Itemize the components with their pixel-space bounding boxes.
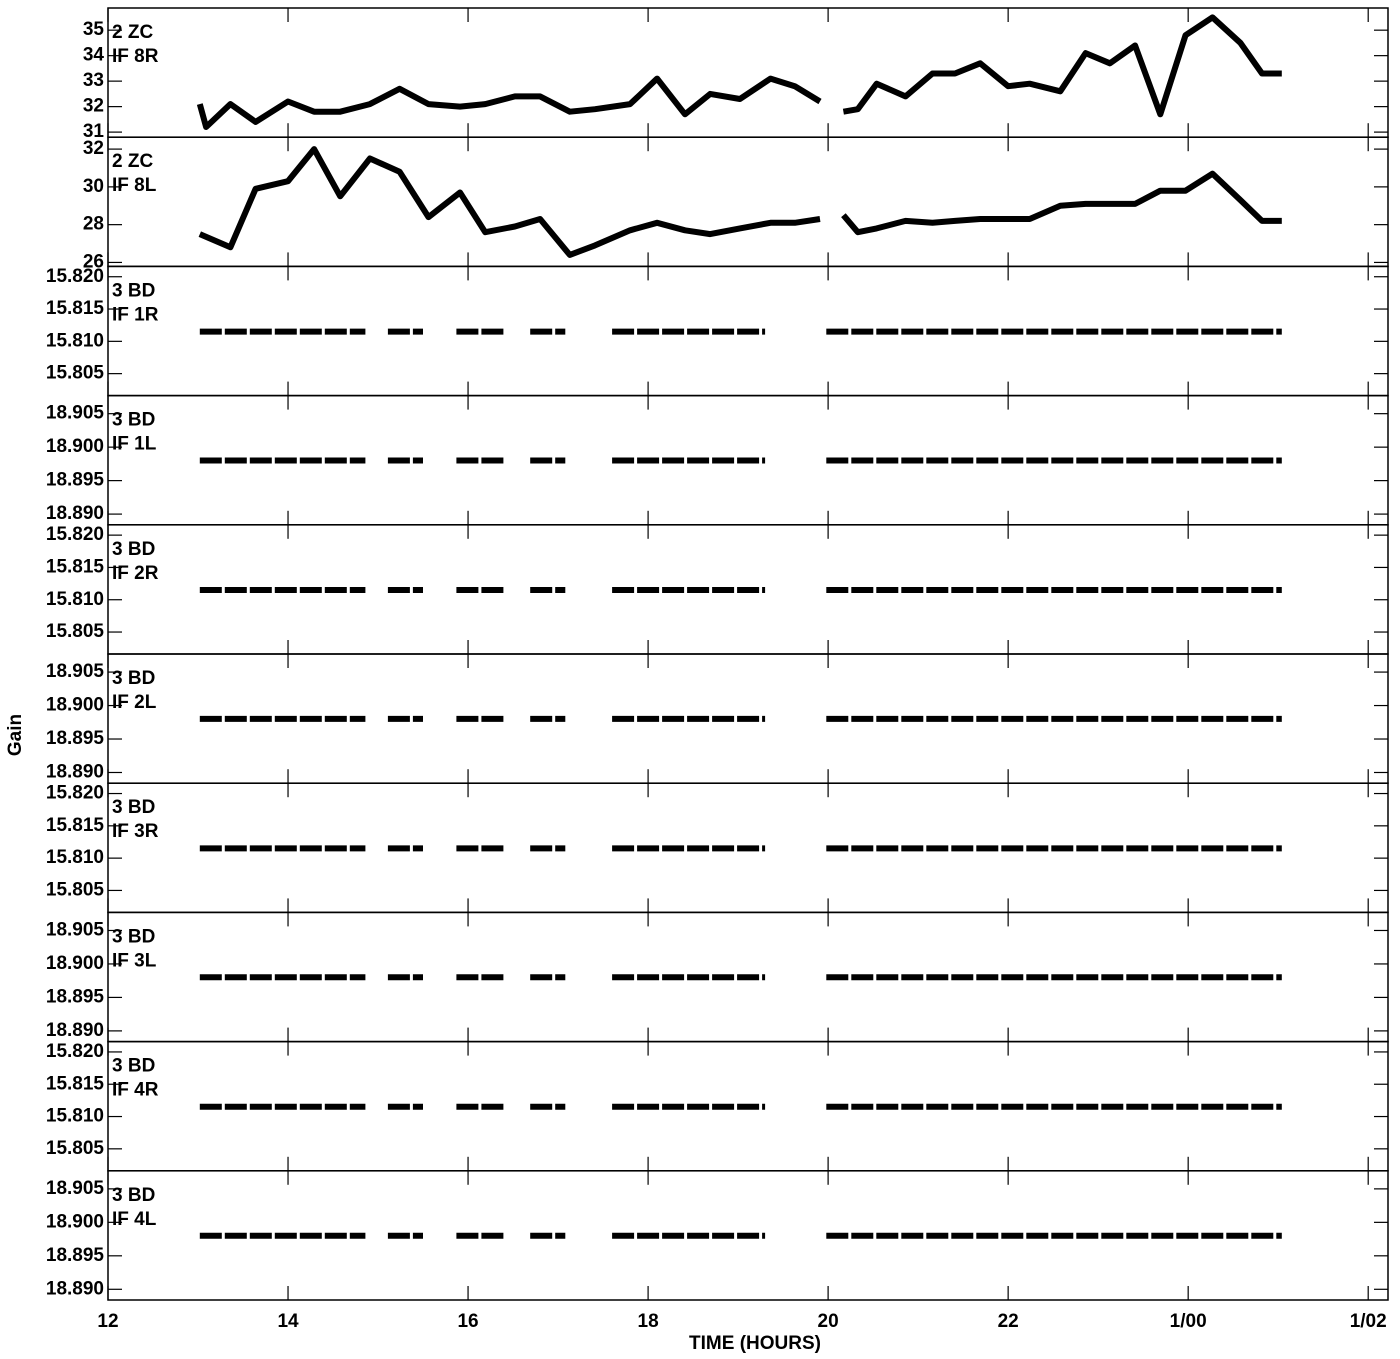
panel-label: IF 2L: [112, 692, 157, 713]
panel-label: IF 4L: [112, 1209, 157, 1230]
panel-label: IF 4R: [112, 1080, 159, 1101]
panel-station: 3 BD: [112, 280, 155, 301]
y-tick-label: 15.805: [46, 621, 105, 642]
x-tick-label: 18: [638, 1311, 659, 1332]
x-axis-label: TIME (HOURS): [689, 1333, 821, 1354]
y-tick-label: 28: [83, 214, 104, 235]
y-tick-label: 18.895: [46, 470, 105, 491]
y-tick-label: 32: [83, 138, 104, 159]
x-tick-label: 1/00: [1170, 1311, 1207, 1332]
y-tick-label: 15.820: [46, 266, 104, 287]
x-tick-label: 22: [998, 1311, 1019, 1332]
y-tick-label: 34: [83, 45, 105, 66]
y-tick-label: 26: [83, 251, 104, 272]
panel-frame: [107, 1170, 1389, 1301]
x-tick-label: 20: [818, 1311, 839, 1332]
y-tick-label: 18.890: [46, 762, 104, 783]
y-tick-label: 18.890: [46, 503, 104, 524]
y-tick-label: 18.905: [46, 919, 105, 940]
panel-label: IF 8L: [112, 175, 157, 196]
panel-station: 2 ZC: [112, 151, 153, 172]
panel-station: 3 BD: [112, 668, 155, 689]
y-tick-label: 15.810: [46, 330, 104, 351]
y-tick-label: 18.900: [46, 953, 104, 974]
panel-station: 3 BD: [112, 1056, 155, 1077]
y-tick-label: 15.820: [46, 524, 104, 545]
panel-label: IF 2R: [112, 563, 159, 584]
x-tick-label: 1/02: [1350, 1311, 1387, 1332]
y-tick-label: 15.820: [46, 1041, 104, 1062]
y-tick-label: 15.805: [46, 879, 105, 900]
panel-label: IF 1L: [112, 434, 157, 455]
x-tick-label: 12: [97, 1311, 118, 1332]
y-tick-label: 18.890: [46, 1020, 104, 1041]
y-tick-label: 18.905: [46, 661, 105, 682]
y-tick-label: 33: [83, 70, 104, 91]
y-tick-label: 18.905: [46, 403, 105, 424]
panel-frame: [107, 136, 1389, 268]
panel-station: 3 BD: [112, 539, 155, 560]
y-tick-label: 15.820: [46, 783, 104, 804]
y-tick-label: 15.815: [46, 1073, 105, 1094]
y-tick-label: 35: [83, 19, 105, 40]
data-line: [198, 146, 1282, 258]
panel-station: 3 BD: [112, 410, 155, 431]
y-tick-label: 15.805: [46, 363, 105, 384]
data-line: [196, 14, 1282, 130]
y-tick-label: 30: [83, 176, 104, 197]
y-axis-label: Gain: [5, 714, 26, 756]
panel-label: IF 3L: [112, 950, 157, 971]
y-tick-label: 18.895: [46, 1245, 105, 1266]
y-tick-label: 18.890: [46, 1278, 104, 1299]
panel-label: IF 3R: [112, 821, 159, 842]
x-tick-label: 16: [457, 1311, 478, 1332]
panel-label: IF 8R: [112, 46, 159, 67]
y-tick-label: 18.895: [46, 728, 105, 749]
y-tick-label: 15.815: [46, 815, 105, 836]
y-tick-label: 31: [83, 121, 105, 142]
y-tick-label: 15.810: [46, 847, 104, 868]
y-tick-label: 15.810: [46, 589, 104, 610]
y-tick-label: 32: [83, 96, 104, 117]
y-tick-label: 15.805: [46, 1138, 105, 1159]
panel-station: 3 BD: [112, 797, 155, 818]
y-tick-label: 15.810: [46, 1106, 104, 1127]
y-tick-label: 15.815: [46, 298, 105, 319]
panel-station: 3 BD: [112, 926, 155, 947]
panel-station: 2 ZC: [112, 22, 153, 43]
y-tick-label: 15.815: [46, 556, 105, 577]
x-tick-label: 14: [277, 1311, 299, 1332]
y-tick-label: 18.900: [46, 1211, 104, 1232]
y-tick-label: 18.905: [46, 1178, 105, 1199]
panel-label: IF 1R: [112, 304, 159, 325]
y-tick-label: 18.900: [46, 695, 104, 716]
y-tick-label: 18.895: [46, 986, 105, 1007]
y-tick-label: 18.900: [46, 436, 104, 457]
panel-station: 3 BD: [112, 1185, 155, 1206]
